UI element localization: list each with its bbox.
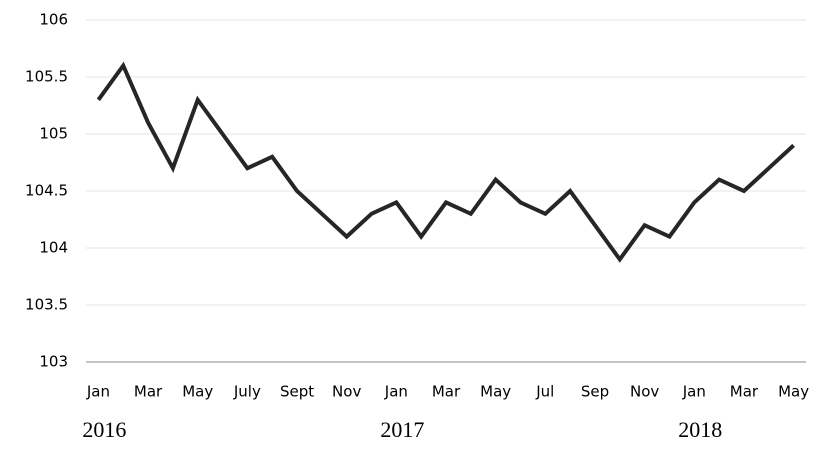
x-tick-label: Nov <box>332 383 361 401</box>
x-tick-label: Jan <box>682 383 706 401</box>
x-tick-label: May <box>778 383 809 401</box>
x-tick-label: Mar <box>134 383 163 401</box>
year-label: 2016 <box>82 417 126 442</box>
x-tick-label: Jan <box>86 383 110 401</box>
x-tick-label: Sept <box>280 383 314 401</box>
x-tick-label: May <box>182 383 213 401</box>
x-tick-label: Mar <box>730 383 759 401</box>
year-label: 2017 <box>380 417 424 442</box>
x-tick-label: Jul <box>535 383 554 401</box>
y-tick-label: 106 <box>39 11 68 29</box>
y-tick-label: 104 <box>39 239 68 257</box>
y-tick-label: 103 <box>39 353 68 371</box>
x-tick-label: Sep <box>581 383 609 401</box>
y-tick-label: 105 <box>39 125 68 143</box>
x-tick-label: Mar <box>432 383 461 401</box>
x-tick-label: May <box>480 383 511 401</box>
year-label: 2018 <box>678 417 722 442</box>
x-tick-label: July <box>233 383 261 401</box>
y-tick-label: 105.5 <box>25 68 68 86</box>
y-tick-label: 103.5 <box>25 296 68 314</box>
line <box>96 61 795 263</box>
x-tick-label: Jan <box>384 383 408 401</box>
y-tick-label: 104.5 <box>25 182 68 200</box>
x-tick-label: Nov <box>630 383 659 401</box>
